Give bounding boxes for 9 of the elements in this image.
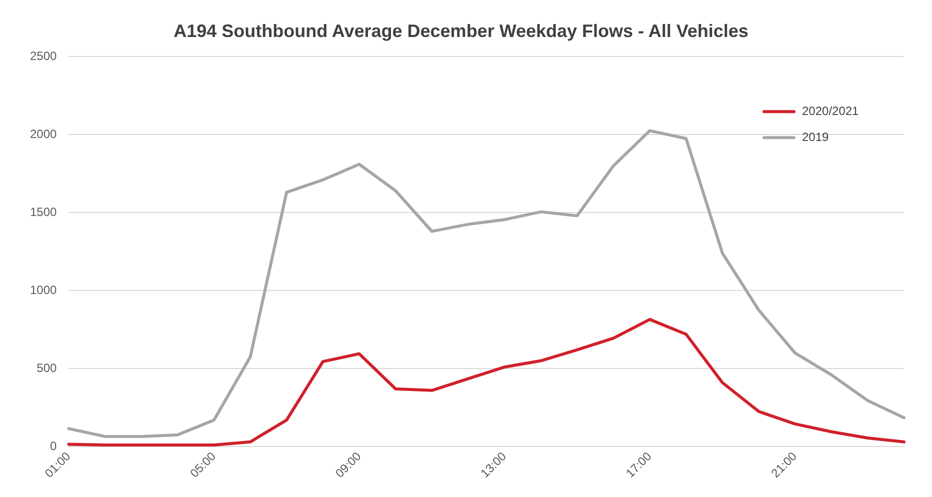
- y-tick-label: 2500: [30, 48, 58, 63]
- chart-title: A194 Southbound Average December Weekday Flows - All Vehicles: [174, 20, 748, 41]
- y-tick-label: 1500: [30, 204, 58, 219]
- y-tick-label: 0: [50, 438, 58, 453]
- y-tick-label: 1000: [30, 282, 58, 297]
- legend-label: 2019: [802, 130, 830, 144]
- y-tick-label: 500: [36, 360, 58, 375]
- y-tick-label: 2000: [30, 126, 58, 141]
- legend-label: 2020/2021: [802, 104, 860, 118]
